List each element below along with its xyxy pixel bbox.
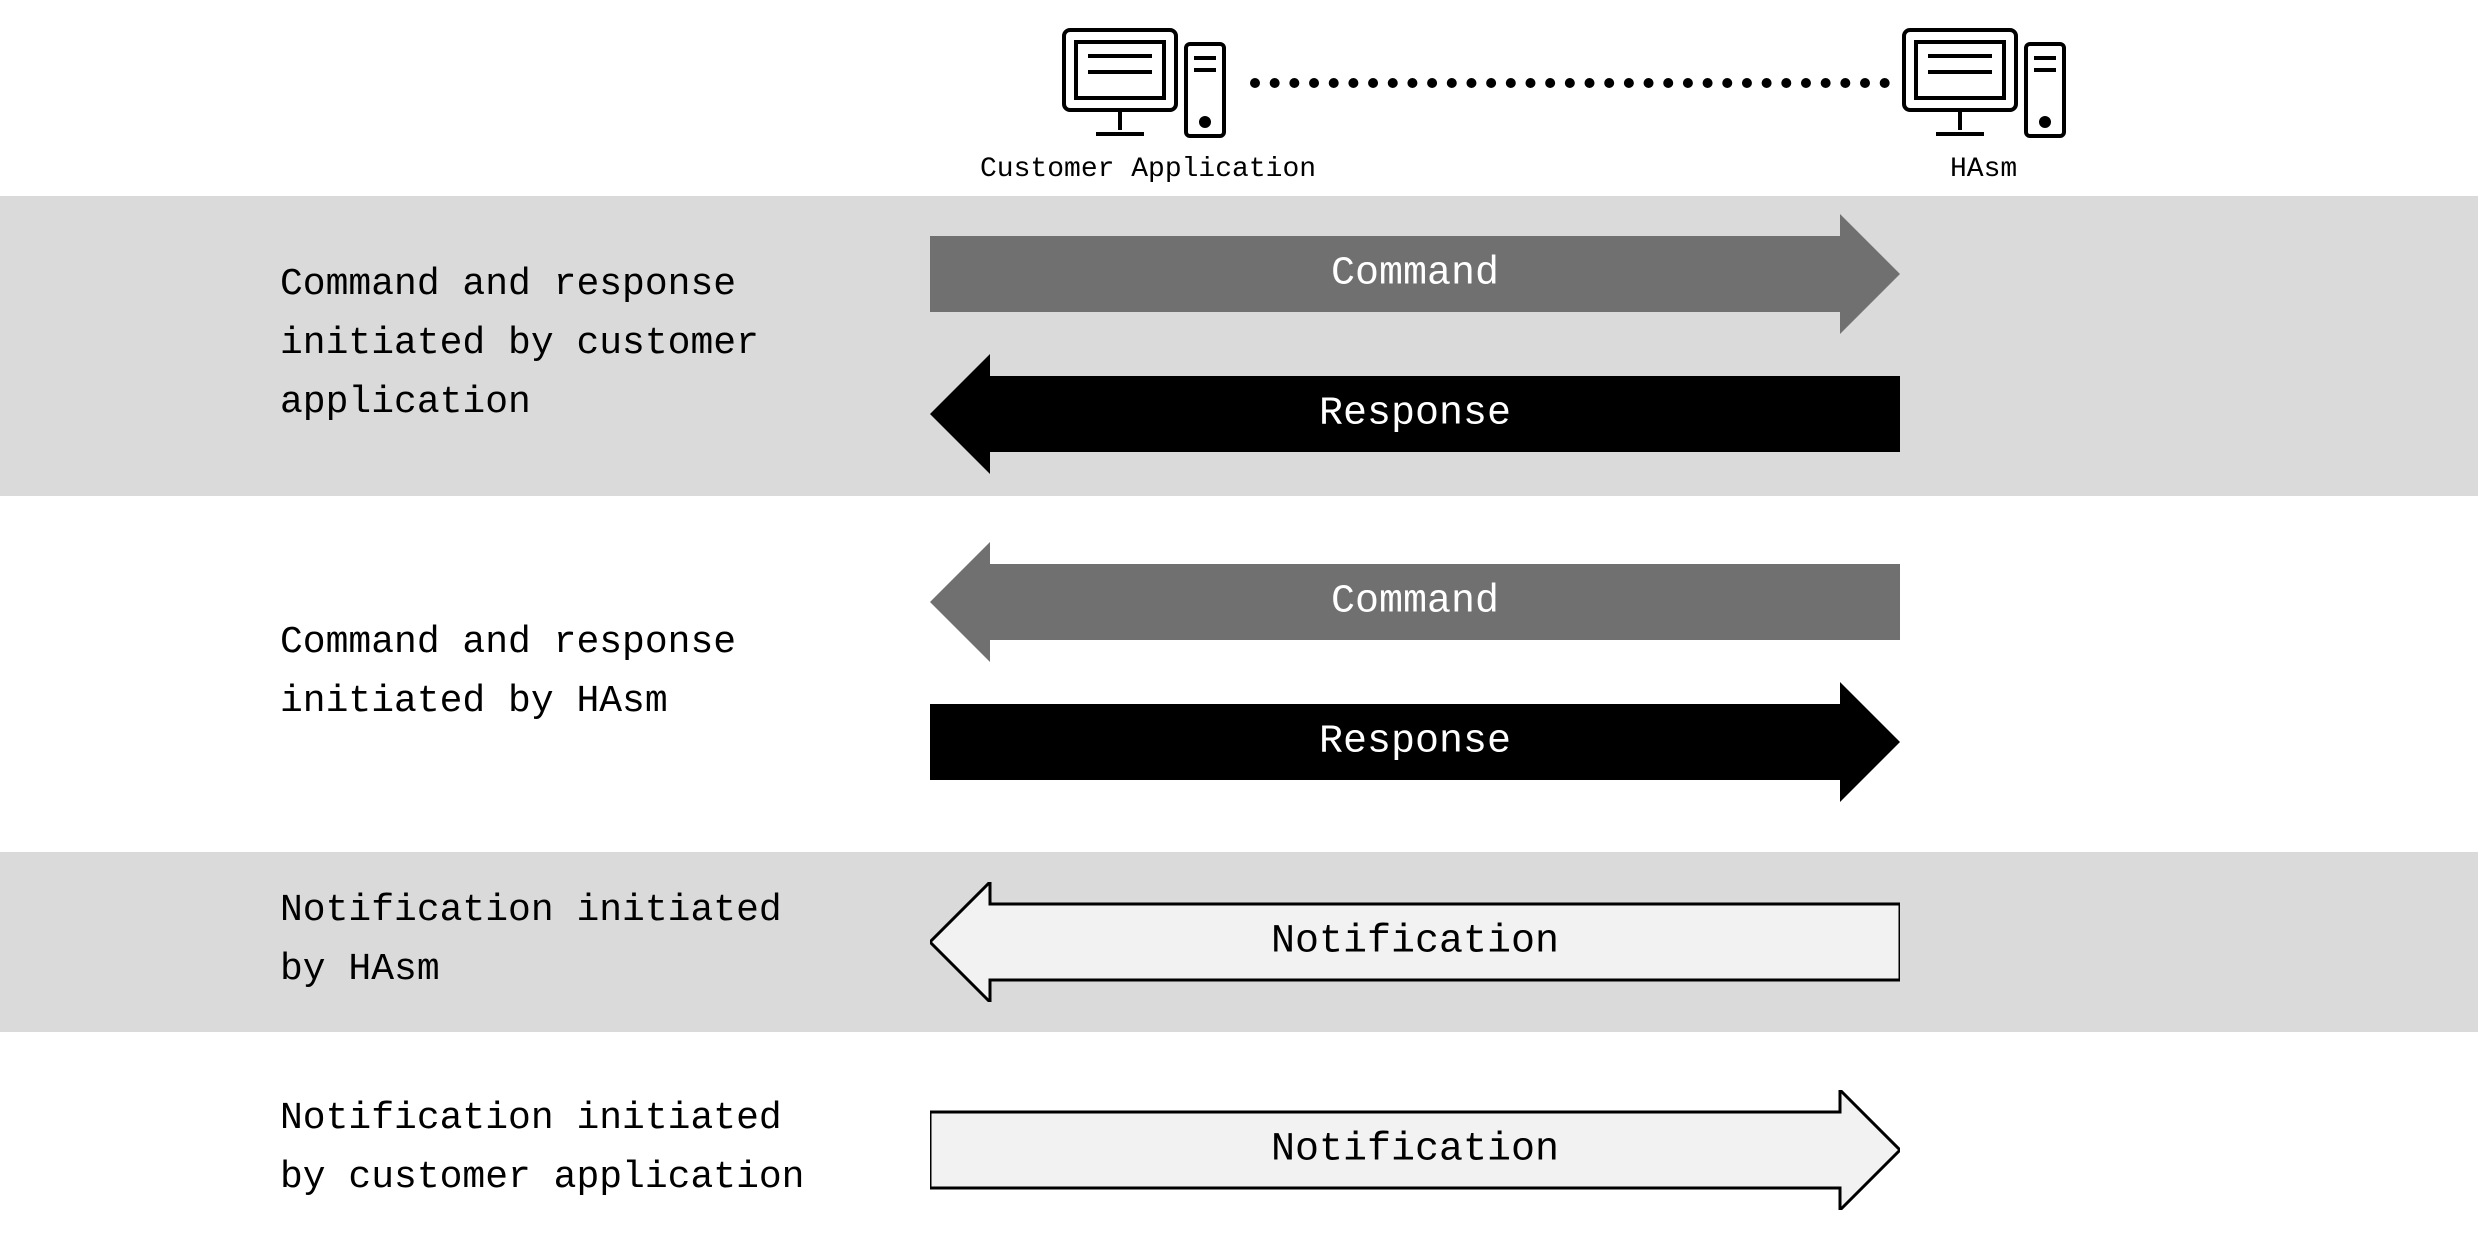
- section-description: Command and response initiated by HAsm: [280, 614, 736, 732]
- section-description: Command and response initiated by custom…: [280, 256, 759, 433]
- diagram-section: Command and response initiated by HAsm Co…: [0, 524, 2478, 824]
- section-description: Notification initiated by HAsm: [280, 882, 782, 1000]
- customer-workstation-label: Customer Application: [980, 154, 1316, 185]
- diagram-section: Command and response initiated by custom…: [0, 196, 2478, 496]
- hasm-workstation-label: HAsm: [1950, 154, 2017, 185]
- section-description: Notification initiated by customer appli…: [280, 1090, 805, 1208]
- diagram-header: Customer Application HAsm: [0, 18, 2478, 178]
- command-arrow: Command: [930, 236, 1900, 312]
- customer-workstation-icon: [1060, 26, 1230, 146]
- notification-arrow: Notification: [930, 904, 1900, 980]
- connection-dotted-line: [1250, 78, 1890, 88]
- response-arrow: Response: [930, 704, 1900, 780]
- response-arrow: Response: [930, 376, 1900, 452]
- diagram-section: Notification initiated by HAsm Notificati…: [0, 852, 2478, 1032]
- hasm-workstation-icon: [1900, 26, 2070, 146]
- diagram-section: Notification initiated by customer appli…: [0, 1060, 2478, 1240]
- command-arrow: Command: [930, 564, 1900, 640]
- notification-arrow: Notification: [930, 1112, 1900, 1188]
